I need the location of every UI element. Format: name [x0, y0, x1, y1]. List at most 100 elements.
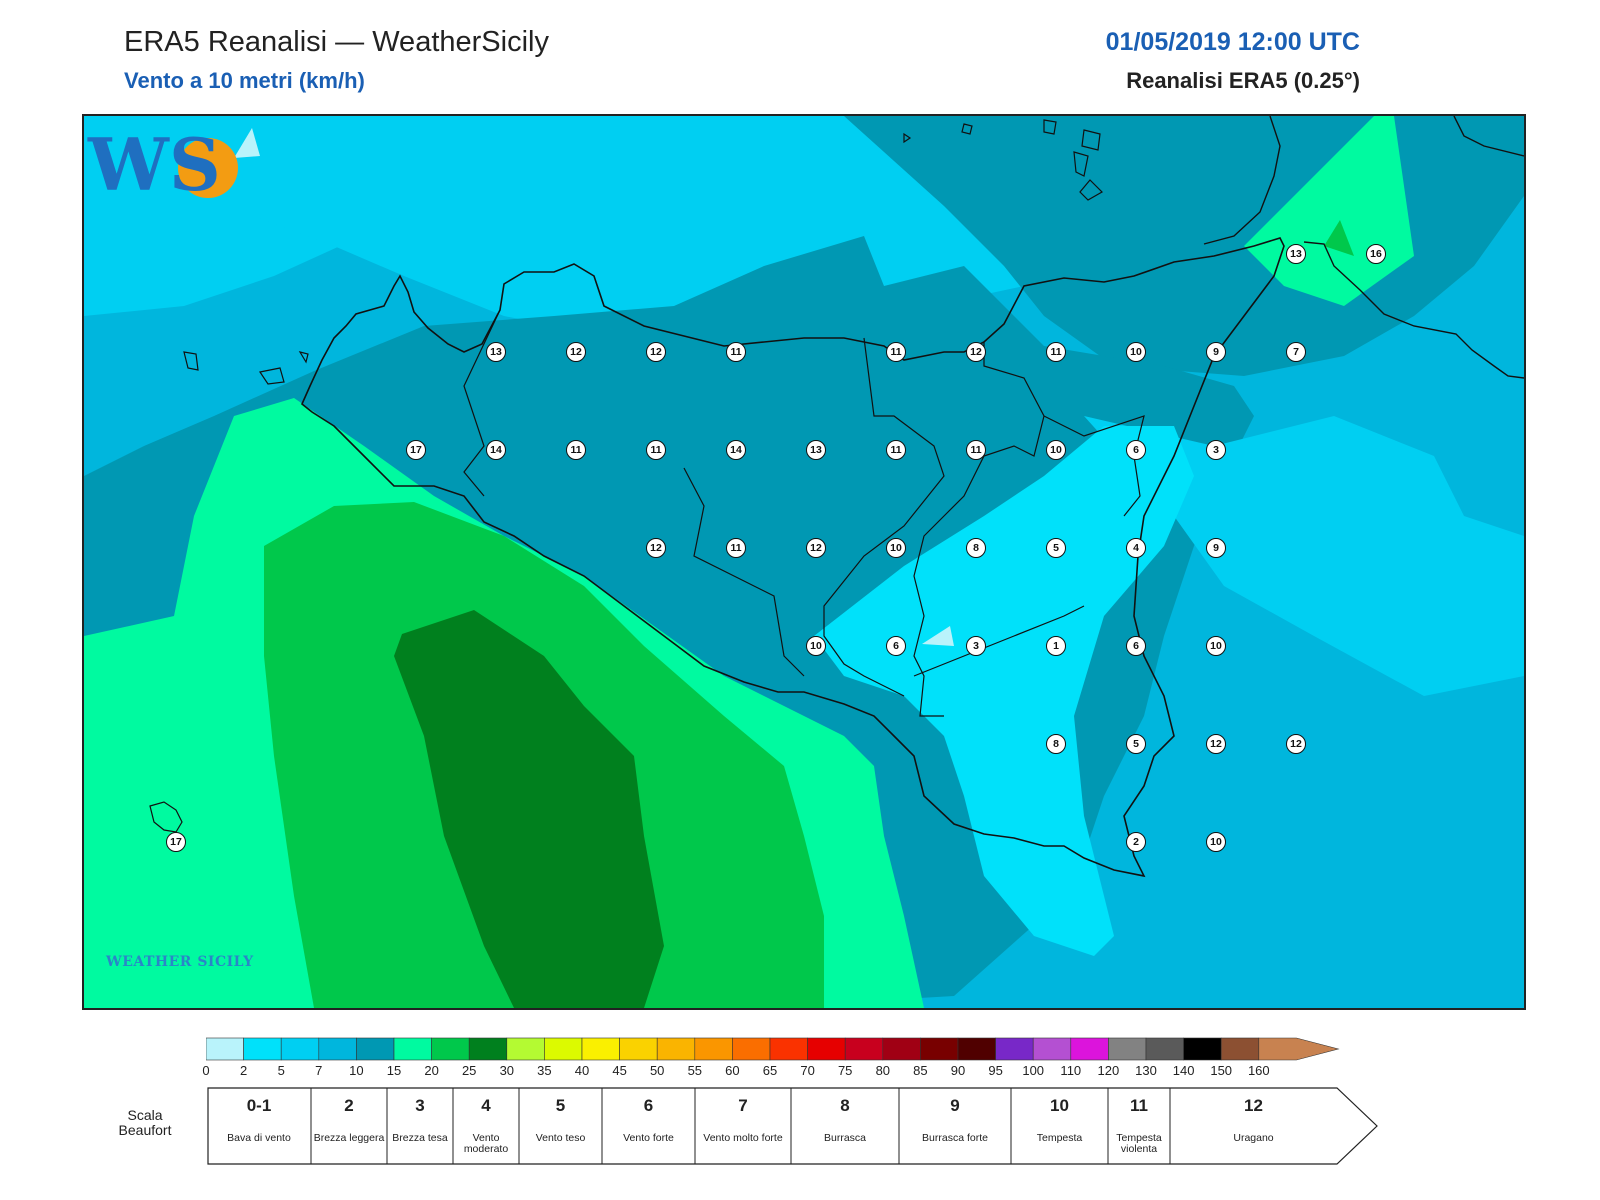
station-value: 13 [486, 342, 506, 362]
colorbar-swatch [356, 1037, 395, 1061]
station-value: 16 [1366, 244, 1386, 264]
logo-sun-icon [178, 138, 238, 198]
colorbar-tick-label: 5 [277, 1063, 285, 1078]
colorbar-swatch [1070, 1037, 1109, 1061]
station-value: 10 [1126, 342, 1146, 362]
colorbar-tick-label: 70 [800, 1063, 815, 1078]
station-value: 3 [966, 636, 986, 656]
colorbar-tick-label: 90 [950, 1063, 966, 1078]
station-value: 1 [1046, 636, 1066, 656]
station-value: 10 [1046, 440, 1066, 460]
station-value: 2 [1126, 832, 1146, 852]
colorbar-swatch [769, 1037, 808, 1061]
wind-zone-green-ne [1324, 220, 1354, 256]
station-value: 12 [966, 342, 986, 362]
colorbar-swatch [694, 1037, 733, 1061]
colorbar-swatch [581, 1037, 620, 1061]
beaufort-description: Bava di vento [227, 1132, 291, 1144]
beaufort-description: Uragano [1233, 1132, 1274, 1144]
colorbar-swatch [619, 1037, 658, 1061]
colorbar-swatch [656, 1037, 696, 1061]
province-borders [463, 309, 1145, 717]
beaufort-outline [207, 1087, 1378, 1165]
station-value: 12 [1286, 734, 1306, 754]
egadi-islands [183, 351, 309, 385]
colorbar-tick-label: 20 [424, 1063, 439, 1078]
colorbar-swatch [393, 1037, 432, 1061]
colorbar-swatch [957, 1037, 996, 1061]
colorbar-swatch [1108, 1037, 1147, 1061]
beaufort-class: 8 Burrasca [791, 1086, 899, 1164]
beaufort-number: 5 [555, 1096, 566, 1115]
beaufort-number: 12 [1244, 1096, 1263, 1115]
beaufort-description: Brezza leggera [313, 1132, 385, 1144]
colorbar-tick-label: 25 [461, 1063, 477, 1078]
wind-map: 13 12 12 11 11 12 11 10 9 7 17 14 11 11 14 13 11 11 10 6 3 12… [82, 114, 1526, 1010]
beaufort-class: 6 Vento forte [602, 1086, 695, 1164]
beaufort-description: Vento teso [535, 1132, 586, 1144]
beaufort-description: Burrasca forte [922, 1132, 988, 1144]
colorbar-swatch [882, 1037, 921, 1061]
colorbar-swatch [807, 1037, 846, 1061]
beaufort-class: 2 Brezza leggera [311, 1086, 387, 1164]
map-title: ERA5 Reanalisi — WeatherSicily [124, 26, 549, 58]
wind-zone-pale [234, 128, 260, 158]
beaufort-description: Vento molto forte [703, 1132, 783, 1144]
beaufort-description: Tempesta [1036, 1132, 1083, 1144]
wind-field-layer [84, 116, 1524, 1008]
station-value: 12 [646, 538, 666, 558]
data-source: Reanalisi ERA5 (0.25°) [1126, 68, 1360, 93]
beaufort-class: 7 Vento molto forte [695, 1086, 791, 1164]
colorbar-swatch [920, 1037, 959, 1061]
aeolian-islands [903, 119, 1103, 201]
logo-mark: WS [87, 122, 221, 207]
station-value: 11 [726, 342, 746, 362]
station-value: 12 [806, 538, 826, 558]
colorbar-tick-label: 65 [762, 1063, 778, 1078]
pantelleria-island [149, 801, 183, 833]
wind-zone-dark-green [394, 610, 664, 1008]
station-value: 10 [1206, 636, 1226, 656]
wind-speed-colorbar [206, 1037, 1340, 1061]
colorbar-tick-label: 7 [315, 1063, 323, 1078]
station-value: 6 [1126, 636, 1146, 656]
colorbar-tick-label: 40 [574, 1063, 590, 1078]
weathersicily-logo: WS [87, 122, 238, 207]
beaufort-description: Tempesta violenta [1116, 1132, 1162, 1155]
colorbar-tick-label: 45 [612, 1063, 627, 1078]
colorbar-tick-label: 0 [202, 1063, 210, 1078]
beaufort-number: 11 [1130, 1096, 1148, 1115]
colorbar-swatch [995, 1037, 1034, 1061]
beaufort-description: Brezza tesa [392, 1132, 448, 1144]
station-value: 12 [1206, 734, 1226, 754]
beaufort-description: Burrasca [823, 1132, 866, 1144]
station-value: 10 [886, 538, 906, 558]
station-value: 11 [646, 440, 666, 460]
colorbar-tick-label: 110 [1060, 1063, 1082, 1078]
station-value: 5 [1126, 734, 1146, 754]
beaufort-number: 2 [344, 1096, 354, 1115]
colorbar-swatch [1032, 1037, 1072, 1061]
colorbar-tick-label: 55 [687, 1063, 703, 1078]
station-value: 9 [1206, 538, 1226, 558]
station-value: 6 [1126, 440, 1146, 460]
colorbar-swatch [506, 1037, 545, 1061]
station-value: 14 [486, 440, 506, 460]
beaufort-class: 5 Vento teso [519, 1086, 602, 1164]
colorbar-swatch [1183, 1037, 1222, 1061]
station-value: 9 [1206, 342, 1226, 362]
colorbar-swatch [318, 1037, 357, 1061]
colorbar-swatch [544, 1037, 583, 1061]
colorbar-tick-label: 2 [239, 1063, 248, 1078]
beaufort-number: 10 [1050, 1096, 1069, 1115]
colorbar-swatch [468, 1037, 508, 1061]
colorbar-tick-label: 130 [1135, 1063, 1157, 1078]
logo-text: WEATHER SICILY [106, 954, 254, 970]
station-value: 6 [886, 636, 906, 656]
station-value: 4 [1126, 538, 1146, 558]
beaufort-number: 4 [481, 1096, 491, 1115]
beaufort-class: 0-1 Bava di vento [207, 1086, 311, 1164]
station-value: 14 [726, 440, 746, 460]
beaufort-scale-label: Scala Beaufort [118, 1107, 172, 1138]
colorbar-tick-label: 50 [649, 1063, 665, 1078]
